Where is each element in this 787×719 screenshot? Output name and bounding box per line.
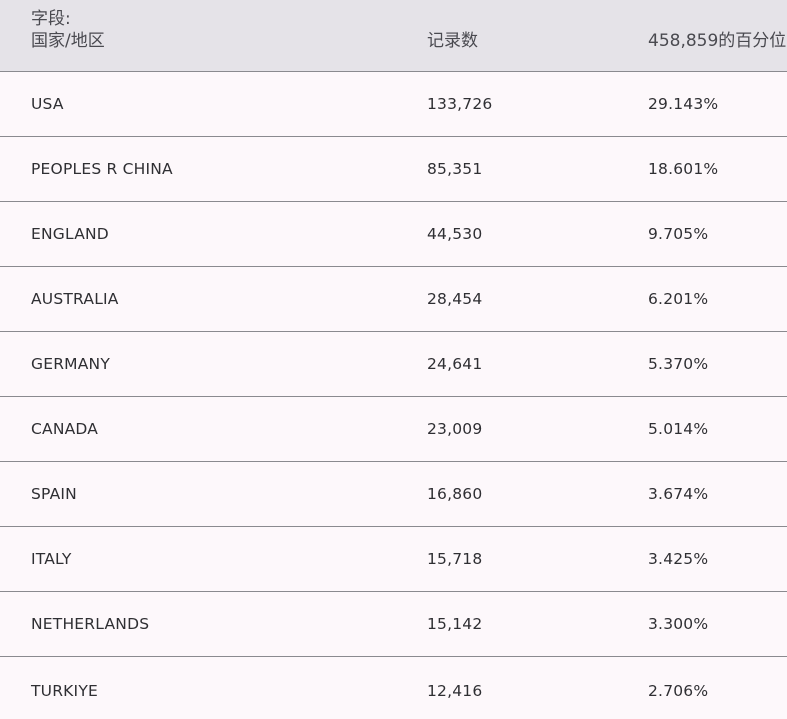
country-cell: ITALY <box>31 550 72 568</box>
table-row[interactable]: AUSTRALIA 28,454 6.201% <box>0 267 787 332</box>
column-header-field[interactable]: 字段: 国家/地区 <box>31 8 105 52</box>
country-cell: SPAIN <box>31 485 77 503</box>
table-row[interactable]: ENGLAND 44,530 9.705% <box>0 202 787 267</box>
field-name: 国家/地区 <box>31 31 105 51</box>
table-header: 字段: 国家/地区 记录数 458,859的百分位 <box>0 0 787 72</box>
country-cell: CANADA <box>31 420 99 438</box>
table-row[interactable]: USA 133,726 29.143% <box>0 72 787 137</box>
count-cell: 28,454 <box>427 290 483 308</box>
percent-cell: 3.674% <box>648 485 709 503</box>
percent-cell: 5.370% <box>648 355 709 373</box>
count-cell: 44,530 <box>427 225 483 243</box>
percent-cell: 9.705% <box>648 225 709 243</box>
field-label: 字段: <box>31 9 71 29</box>
table-row[interactable]: TURKIYE 12,416 2.706% <box>0 657 787 719</box>
country-cell: NETHERLANDS <box>31 615 150 633</box>
count-cell: 16,860 <box>427 485 483 503</box>
count-cell: 24,641 <box>427 355 483 373</box>
count-cell: 23,009 <box>427 420 483 438</box>
country-cell: AUSTRALIA <box>31 290 119 308</box>
country-cell: GERMANY <box>31 355 111 373</box>
percent-cell: 6.201% <box>648 290 709 308</box>
percent-cell: 3.300% <box>648 615 709 633</box>
percent-cell: 3.425% <box>648 550 709 568</box>
table-row[interactable]: ITALY 15,718 3.425% <box>0 527 787 592</box>
column-header-count[interactable]: 记录数 <box>427 31 478 51</box>
country-cell: USA <box>31 95 64 113</box>
table-body: USA 133,726 29.143% PEOPLES R CHINA 85,3… <box>0 72 787 719</box>
table-row[interactable]: PEOPLES R CHINA 85,351 18.601% <box>0 137 787 202</box>
count-cell: 133,726 <box>427 95 493 113</box>
count-cell: 12,416 <box>427 682 483 700</box>
table-row[interactable]: SPAIN 16,860 3.674% <box>0 462 787 527</box>
table-row[interactable]: NETHERLANDS 15,142 3.300% <box>0 592 787 657</box>
percent-cell: 18.601% <box>648 160 719 178</box>
table-row[interactable]: GERMANY 24,641 5.370% <box>0 332 787 397</box>
count-cell: 15,142 <box>427 615 483 633</box>
count-cell: 85,351 <box>427 160 483 178</box>
percent-cell: 29.143% <box>648 95 719 113</box>
country-cell: PEOPLES R CHINA <box>31 160 173 178</box>
country-cell: ENGLAND <box>31 225 109 243</box>
count-cell: 15,718 <box>427 550 483 568</box>
table-row[interactable]: CANADA 23,009 5.014% <box>0 397 787 462</box>
column-header-percent[interactable]: 458,859的百分位 <box>648 31 787 51</box>
percent-cell: 2.706% <box>648 682 709 700</box>
country-cell: TURKIYE <box>31 682 98 700</box>
percent-cell: 5.014% <box>648 420 709 438</box>
